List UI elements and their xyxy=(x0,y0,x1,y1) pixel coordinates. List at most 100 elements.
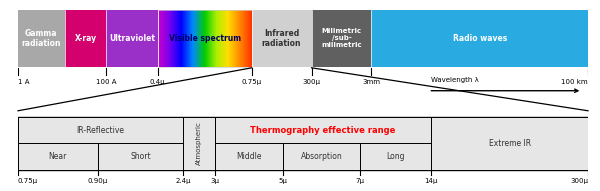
Bar xyxy=(173,10,174,67)
Text: IR-Reflective: IR-Reflective xyxy=(77,125,125,134)
Bar xyxy=(106,10,158,67)
Bar xyxy=(241,10,242,67)
Bar xyxy=(188,10,189,67)
Bar xyxy=(228,10,229,67)
Bar xyxy=(164,10,165,67)
Bar xyxy=(220,10,221,67)
Bar xyxy=(18,117,184,143)
Bar xyxy=(218,10,219,67)
Bar xyxy=(212,10,213,67)
Bar xyxy=(174,10,175,67)
Bar xyxy=(175,10,176,67)
Bar xyxy=(183,10,184,67)
Bar xyxy=(187,10,188,67)
Bar xyxy=(158,10,159,67)
Bar xyxy=(215,10,217,67)
Bar xyxy=(65,10,106,67)
Text: Ultraviolet: Ultraviolet xyxy=(109,34,155,43)
Bar xyxy=(160,10,161,67)
Bar xyxy=(167,10,168,67)
Bar xyxy=(182,10,183,67)
Bar xyxy=(184,10,185,67)
Text: Gamma
radiation: Gamma radiation xyxy=(22,28,61,48)
Bar xyxy=(226,10,227,67)
Text: 1 A: 1 A xyxy=(18,79,29,85)
Bar xyxy=(205,10,206,67)
Bar xyxy=(219,10,220,67)
Bar xyxy=(192,10,193,67)
Bar xyxy=(208,10,209,67)
Text: Long: Long xyxy=(386,152,405,161)
Bar xyxy=(191,10,192,67)
Text: Thermography effective range: Thermography effective range xyxy=(250,125,395,134)
Bar xyxy=(171,10,172,67)
Bar xyxy=(202,10,203,67)
Text: Near: Near xyxy=(49,152,67,161)
Bar xyxy=(202,10,203,67)
Bar xyxy=(190,10,191,67)
Bar xyxy=(231,10,232,67)
Bar xyxy=(246,10,247,67)
Bar xyxy=(189,10,190,67)
Bar xyxy=(222,10,223,67)
Text: 3mm: 3mm xyxy=(362,79,380,85)
Bar xyxy=(250,10,251,67)
Bar xyxy=(224,10,225,67)
Bar xyxy=(162,10,163,67)
Bar xyxy=(215,143,283,170)
Bar xyxy=(227,10,228,67)
Bar xyxy=(237,10,238,67)
Bar xyxy=(190,10,191,67)
Bar xyxy=(175,10,176,67)
Text: X-ray: X-ray xyxy=(74,34,97,43)
Text: Radio waves: Radio waves xyxy=(452,34,507,43)
Bar xyxy=(198,10,199,67)
Bar xyxy=(246,10,247,67)
Bar xyxy=(18,143,98,170)
Bar xyxy=(187,10,188,67)
Bar xyxy=(192,10,193,67)
Text: Atmospheric: Atmospheric xyxy=(196,121,202,165)
Bar xyxy=(241,10,242,67)
Text: 14μ: 14μ xyxy=(425,178,438,184)
Bar xyxy=(216,10,217,67)
Bar xyxy=(197,10,198,67)
Bar xyxy=(174,10,175,67)
Text: Visible spectrum: Visible spectrum xyxy=(169,34,241,43)
Bar xyxy=(160,10,161,67)
Bar xyxy=(360,143,431,170)
Bar xyxy=(236,10,237,67)
Bar xyxy=(177,10,178,67)
Bar xyxy=(211,10,212,67)
Text: 300μ: 300μ xyxy=(302,79,320,85)
Bar xyxy=(172,10,173,67)
Text: 100 A: 100 A xyxy=(96,79,116,85)
Bar xyxy=(207,10,208,67)
Bar xyxy=(242,10,243,67)
Bar xyxy=(238,10,239,67)
Bar xyxy=(240,10,241,67)
Bar xyxy=(98,143,184,170)
Text: Wavelength λ: Wavelength λ xyxy=(431,77,479,83)
Bar xyxy=(163,10,164,67)
Bar xyxy=(245,10,246,67)
Bar xyxy=(159,10,160,67)
Bar xyxy=(206,10,207,67)
Bar xyxy=(249,10,250,67)
Bar xyxy=(18,117,588,170)
Text: 0.75μ: 0.75μ xyxy=(18,178,38,184)
Bar xyxy=(195,10,196,67)
Bar xyxy=(169,10,170,67)
Bar xyxy=(247,10,248,67)
Text: 100 km: 100 km xyxy=(562,79,588,85)
Text: 0.75μ: 0.75μ xyxy=(242,79,262,85)
Text: 300μ: 300μ xyxy=(570,178,588,184)
Bar xyxy=(210,10,211,67)
Bar xyxy=(209,10,210,67)
Bar xyxy=(166,10,167,67)
Bar xyxy=(214,10,215,67)
Text: 7μ: 7μ xyxy=(355,178,365,184)
Bar xyxy=(233,10,234,67)
Bar xyxy=(184,10,185,67)
Bar xyxy=(239,10,240,67)
